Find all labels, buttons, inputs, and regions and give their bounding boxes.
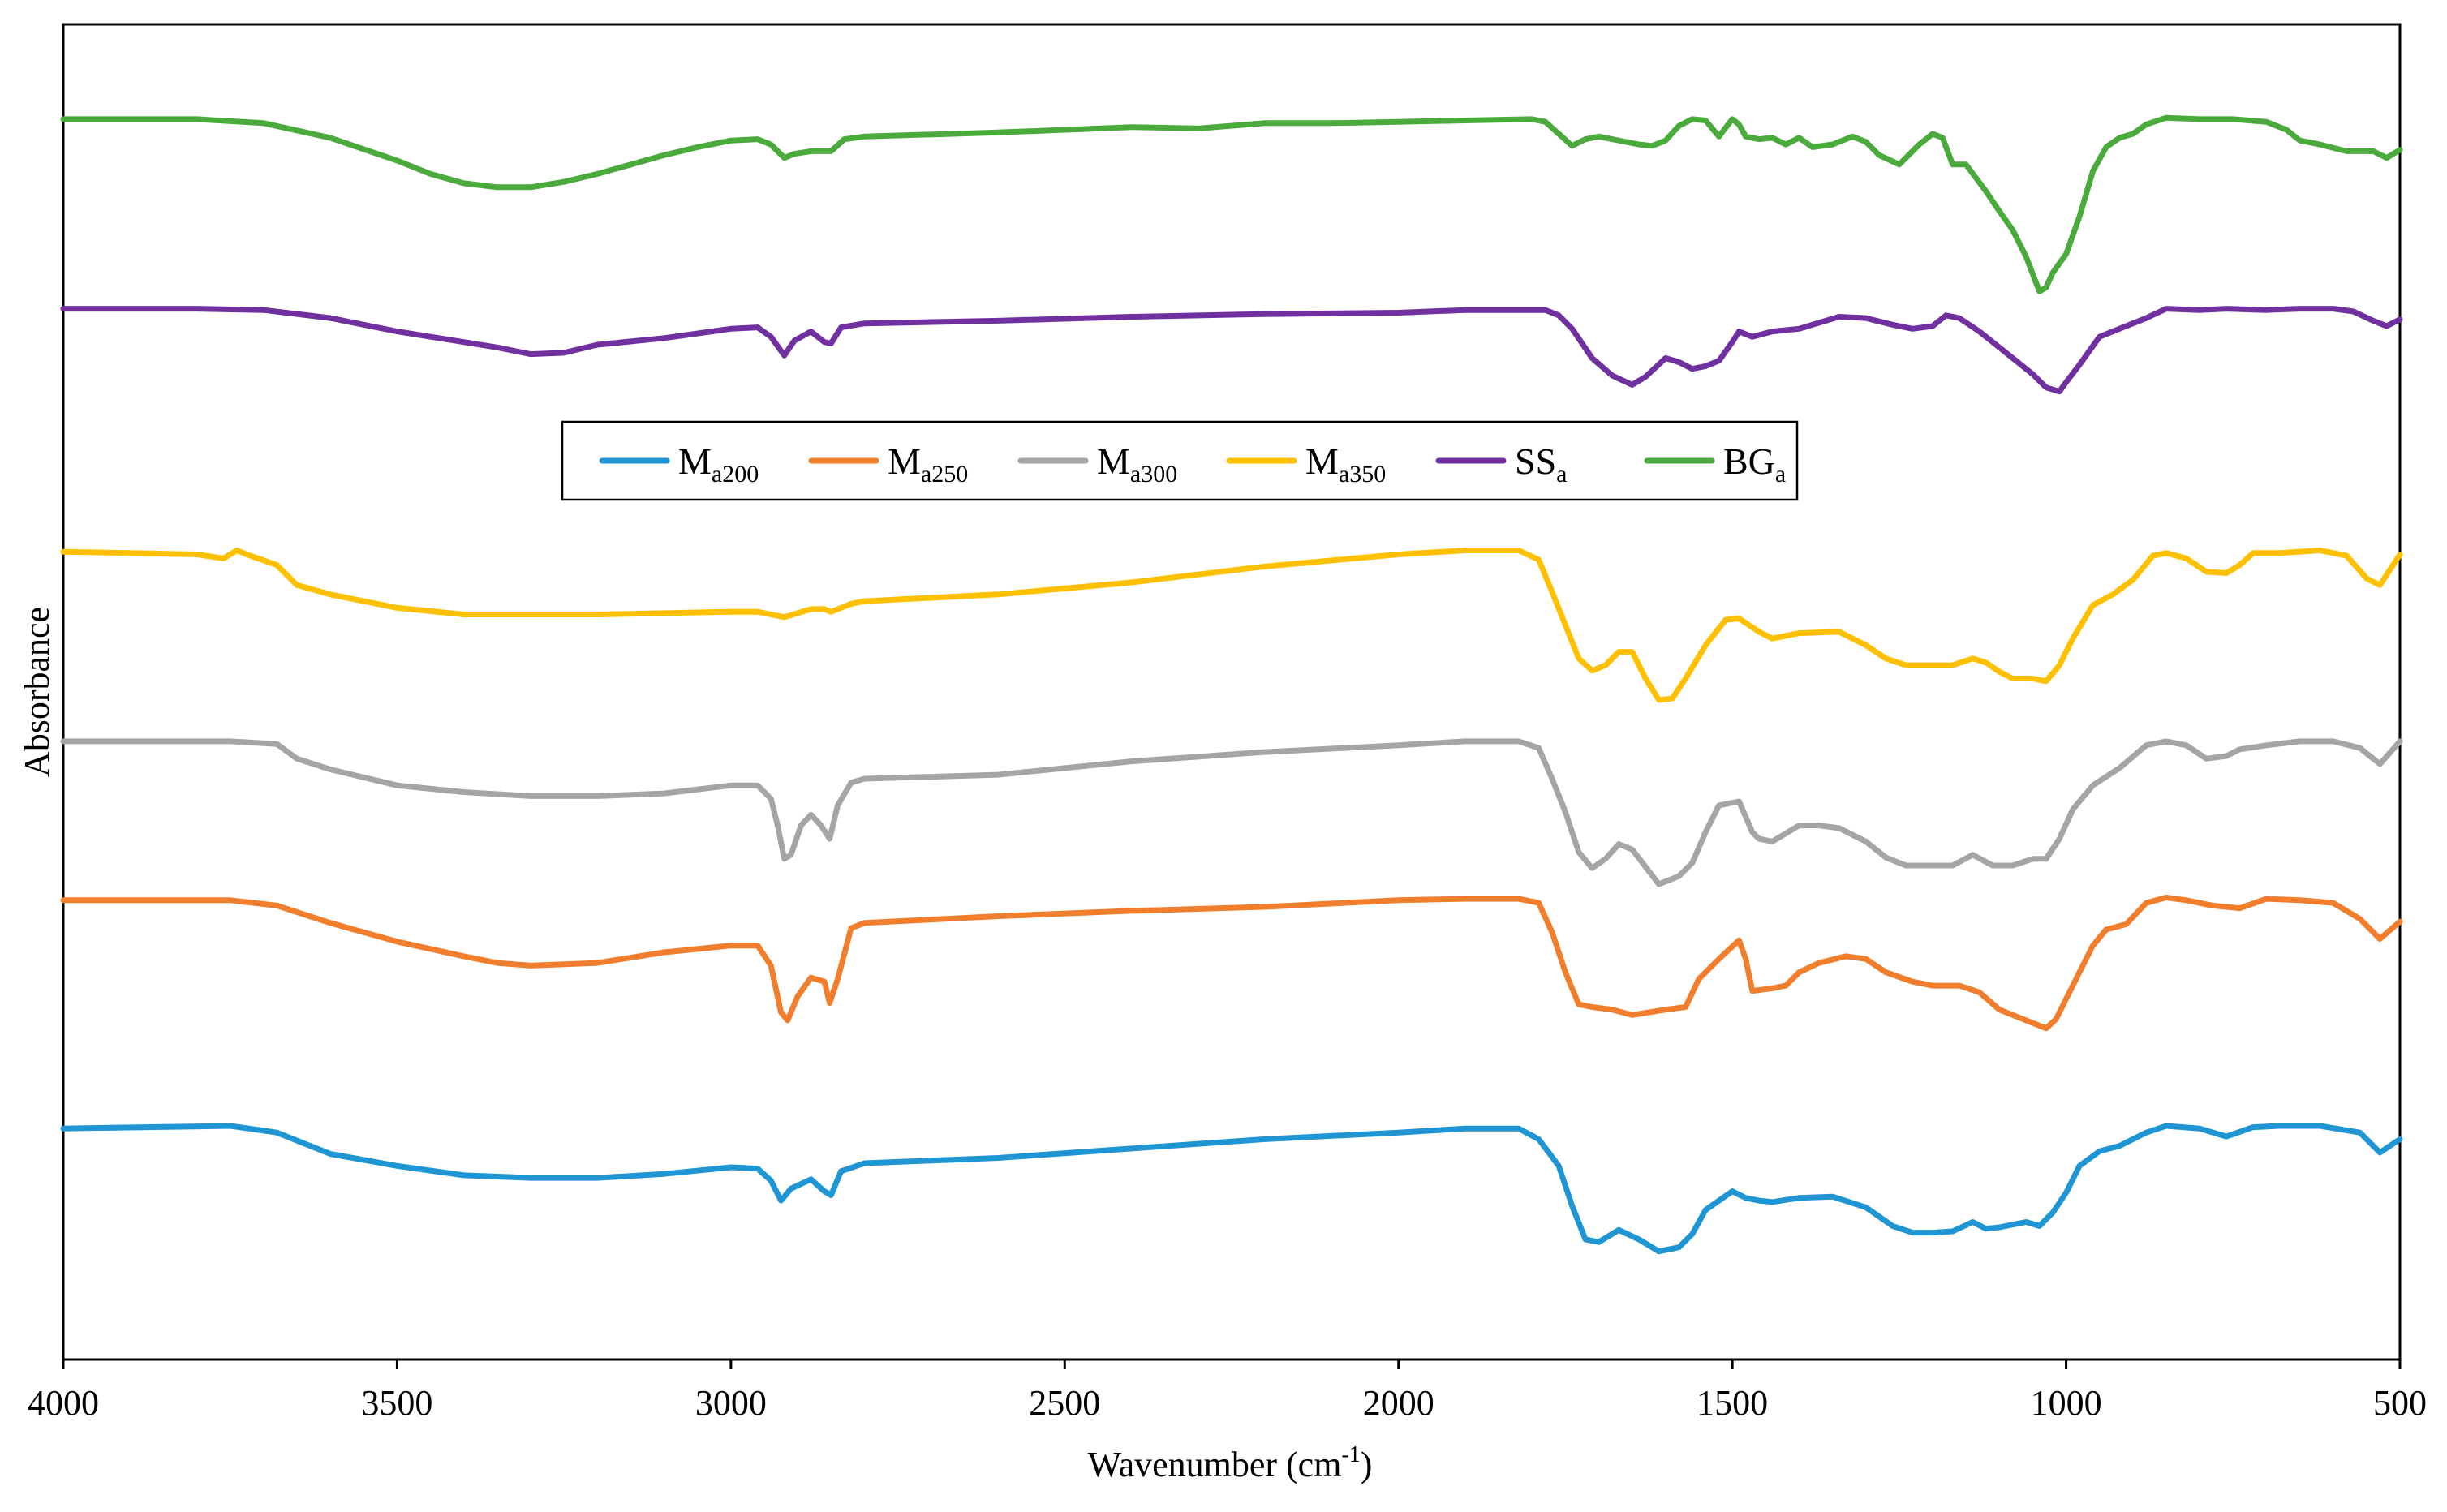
legend-label: BGa bbox=[1723, 440, 1786, 488]
series-layer bbox=[60, 114, 2403, 1255]
legend-label: SSa bbox=[1515, 440, 1568, 488]
legend-entry-ma350: Ma350 bbox=[1226, 440, 1386, 488]
x-axis-title-sup: -1 bbox=[1341, 1442, 1360, 1467]
legend-label: Ma250 bbox=[888, 440, 968, 488]
legend-label: Ma200 bbox=[678, 440, 759, 488]
x-tick-label: 500 bbox=[2373, 1383, 2427, 1423]
legend-entry-ma250: Ma250 bbox=[808, 440, 968, 488]
series-line-ssa bbox=[60, 306, 2403, 395]
x-tick-label: 1500 bbox=[1697, 1383, 1768, 1423]
x-tick-label: 4000 bbox=[28, 1383, 99, 1423]
x-axis-title-end: ) bbox=[1361, 1445, 1373, 1484]
legend-label: Ma300 bbox=[1097, 440, 1177, 488]
x-tick-label: 3500 bbox=[361, 1383, 432, 1423]
x-ticks: 4000 3500 3000 2500 2000 1500 1000 500 bbox=[28, 1360, 2427, 1423]
legend: Ma200 Ma250 Ma300 Ma350 SSa BGa bbox=[561, 420, 1799, 501]
legend-entry-ma300: Ma300 bbox=[1017, 440, 1177, 488]
series-line-ma350 bbox=[60, 548, 2403, 703]
legend-entry-ssa: SSa bbox=[1435, 440, 1568, 488]
plot-area-frame bbox=[62, 23, 2402, 1361]
legend-box bbox=[561, 420, 1799, 501]
series-line-bga bbox=[60, 114, 2403, 294]
x-axis-title-main: Wavenumber (cm bbox=[1088, 1445, 1342, 1484]
legend-entry-ma200: Ma200 bbox=[599, 440, 759, 488]
x-tick-label: 2500 bbox=[1029, 1383, 1100, 1423]
x-tick-label: 2000 bbox=[1363, 1383, 1434, 1423]
y-axis-title: Absorbance bbox=[17, 607, 57, 777]
series-line-ma250 bbox=[60, 895, 2403, 1032]
x-tick-label: 1000 bbox=[2031, 1383, 2102, 1423]
legend-entry-bga: BGa bbox=[1644, 440, 1786, 488]
x-axis-title: Wavenumber (cm-1) bbox=[1088, 1442, 1373, 1484]
series-line-ma300 bbox=[60, 738, 2403, 887]
x-tick-label: 3000 bbox=[695, 1383, 767, 1423]
legend-label: Ma350 bbox=[1305, 440, 1386, 488]
series-line-ma200 bbox=[60, 1123, 2403, 1255]
legend-entries: Ma200 Ma250 Ma300 Ma350 SSa BGa bbox=[599, 440, 1786, 488]
